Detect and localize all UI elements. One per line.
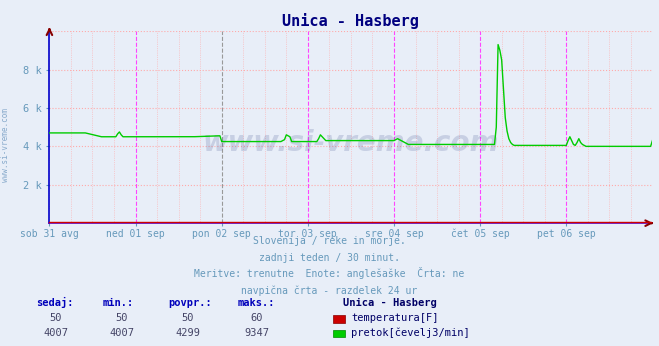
Text: 4007: 4007: [109, 328, 134, 338]
Text: navpična črta - razdelek 24 ur: navpična črta - razdelek 24 ur: [241, 285, 418, 296]
Text: 50: 50: [182, 313, 194, 323]
Text: 4299: 4299: [175, 328, 200, 338]
Text: Unica - Hasberg: Unica - Hasberg: [343, 298, 436, 308]
Text: pretok[čevelj3/min]: pretok[čevelj3/min]: [351, 327, 470, 338]
Text: povpr.:: povpr.:: [168, 298, 212, 308]
Text: maks.:: maks.:: [237, 298, 275, 308]
Text: 4007: 4007: [43, 328, 69, 338]
Text: 60: 60: [251, 313, 263, 323]
Text: www.si-vreme.com: www.si-vreme.com: [1, 108, 10, 182]
Text: min.:: min.:: [102, 298, 133, 308]
Text: Slovenija / reke in morje.: Slovenija / reke in morje.: [253, 236, 406, 246]
Text: 50: 50: [50, 313, 62, 323]
Title: Unica - Hasberg: Unica - Hasberg: [283, 12, 419, 29]
Text: www.si-vreme.com: www.si-vreme.com: [203, 128, 499, 156]
Text: 9347: 9347: [244, 328, 270, 338]
Text: sedaj:: sedaj:: [36, 297, 74, 308]
Text: zadnji teden / 30 minut.: zadnji teden / 30 minut.: [259, 253, 400, 263]
Text: Meritve: trenutne  Enote: anglešaške  Črta: ne: Meritve: trenutne Enote: anglešaške Črta…: [194, 267, 465, 279]
Text: temperatura[F]: temperatura[F]: [351, 313, 439, 323]
Text: 50: 50: [116, 313, 128, 323]
